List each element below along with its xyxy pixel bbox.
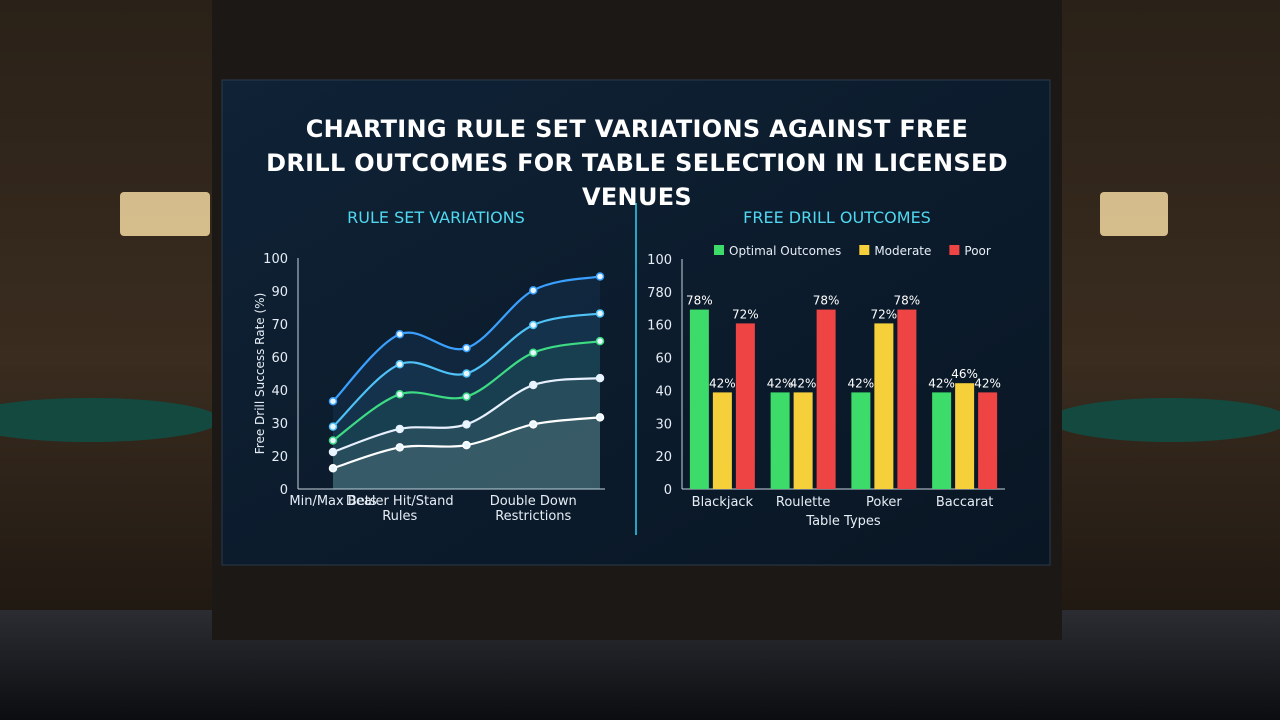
x-tick-label: Poker <box>866 495 902 510</box>
x-tick-label: Double Down Restrictions <box>489 494 577 524</box>
data-label: 42% <box>974 376 1001 390</box>
chart-title: RULE SET VARIATIONS <box>347 208 525 227</box>
legend-swatch <box>949 245 960 255</box>
data-point <box>328 463 338 473</box>
y-tick-label: 0 <box>664 483 672 498</box>
bar <box>816 309 836 489</box>
x-tick-label: Blackjack <box>692 495 754 510</box>
bar <box>978 392 998 489</box>
y-tick-label: 90 <box>271 285 288 300</box>
y-tick-label: 100 <box>263 252 288 267</box>
bar <box>770 392 790 489</box>
bar <box>735 323 755 489</box>
data-point <box>529 286 538 295</box>
series-area <box>333 276 600 489</box>
data-label: 72% <box>732 307 759 321</box>
y-tick-label: 60 <box>655 352 672 367</box>
legend-swatch <box>714 245 724 255</box>
data-point <box>529 320 538 330</box>
table <box>1050 398 1280 442</box>
data-point <box>529 348 538 357</box>
y-tick-label: 70 <box>271 318 288 333</box>
data-label: 78% <box>894 294 921 308</box>
data-label: 42% <box>848 376 875 390</box>
data-label: 42% <box>767 376 794 390</box>
y-tick-label: 30 <box>271 417 288 432</box>
data-label: 42% <box>790 376 817 390</box>
data-point <box>395 424 404 434</box>
bar <box>712 392 732 489</box>
y-tick-label: 100 <box>647 253 672 268</box>
data-label: 78% <box>813 294 840 308</box>
x-tick-label: Baccarat <box>936 495 994 510</box>
legend-label: Poor <box>964 244 990 258</box>
bar <box>793 392 813 489</box>
lamp <box>120 192 210 236</box>
data-point <box>462 392 471 401</box>
bar <box>932 392 952 489</box>
data-point <box>595 373 605 383</box>
data-point <box>462 369 471 378</box>
lamp <box>1100 192 1168 236</box>
data-point <box>395 329 404 339</box>
data-point <box>529 420 538 429</box>
data-point <box>395 390 404 399</box>
y-tick-label: 160 <box>647 319 672 334</box>
bar <box>897 309 917 489</box>
x-axis-label: Table Types <box>805 514 881 529</box>
y-tick-label: 0 <box>280 483 288 498</box>
y-tick-label: 40 <box>271 384 288 399</box>
x-tick-label: Roulette <box>776 495 830 510</box>
y-tick-label: 780 <box>647 286 672 301</box>
data-point <box>529 380 538 390</box>
data-label: 78% <box>686 294 713 308</box>
y-axis-label: Free Drill Success Rate (%) <box>253 293 267 454</box>
series-area <box>333 417 600 489</box>
data-label: 72% <box>871 307 898 321</box>
data-point <box>462 343 471 353</box>
data-point <box>595 413 605 422</box>
data-point <box>595 309 605 318</box>
series-area <box>333 378 600 489</box>
data-point <box>395 360 404 369</box>
bar <box>851 392 871 489</box>
y-tick-label: 20 <box>271 450 288 465</box>
y-tick-label: 60 <box>271 351 288 366</box>
chart-title: FREE DRILL OUTCOMES <box>743 208 931 227</box>
bar <box>955 383 975 489</box>
data-point <box>328 396 338 406</box>
data-point <box>395 443 404 452</box>
data-label: 42% <box>709 376 736 390</box>
x-tick-label: Min/Max Bets <box>289 494 377 509</box>
x-tick-label: Dealer Hit/Stand Rules <box>345 494 454 524</box>
legend-swatch <box>859 245 870 255</box>
bar <box>689 309 709 489</box>
page-title: CHARTING RULE SET VARIATIONS AGAINST FRE… <box>266 115 1008 211</box>
data-point <box>595 336 605 346</box>
data-label: 42% <box>928 376 955 390</box>
data-point <box>595 272 605 281</box>
data-point <box>462 420 471 429</box>
series-area <box>333 341 600 489</box>
data-point <box>328 447 338 457</box>
legend-label: Moderate <box>874 244 931 258</box>
data-label: 46% <box>951 367 978 381</box>
table <box>0 398 220 442</box>
data-point <box>328 436 338 445</box>
y-tick-label: 40 <box>655 384 672 399</box>
data-point <box>328 422 338 431</box>
y-tick-label: 20 <box>655 450 672 465</box>
data-point <box>462 440 471 450</box>
y-tick-label: 30 <box>655 417 672 432</box>
bar <box>874 323 894 489</box>
legend-label: Optimal Outcomes <box>729 244 841 258</box>
